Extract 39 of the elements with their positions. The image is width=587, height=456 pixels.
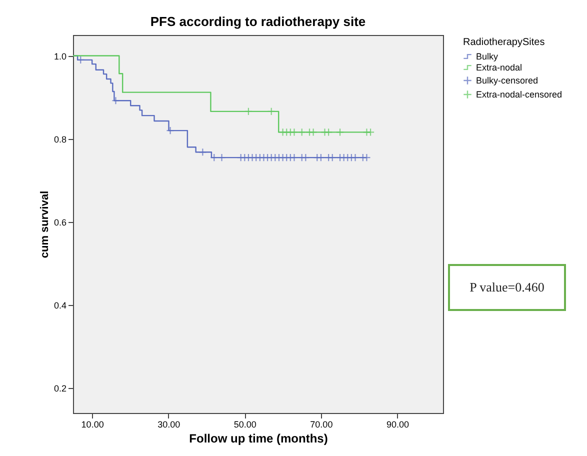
y-tick-label: 1.0 (54, 51, 66, 62)
point (218, 153, 226, 162)
y-axis-title: cum survival (38, 190, 51, 258)
point (210, 153, 218, 162)
x-tick-label: 50.00 (234, 420, 256, 430)
point (198, 148, 207, 156)
point (298, 128, 306, 136)
y-tick-label: 0.8 (54, 134, 66, 144)
x-axis-title: Follow up time (months) (189, 432, 328, 446)
legend-title: RadiotherapySites (463, 37, 545, 48)
point (166, 126, 174, 135)
x-tick-label: 70.00 (310, 420, 333, 430)
legend-label: Bulky-censored (476, 76, 538, 86)
point (328, 153, 336, 162)
point (267, 107, 276, 116)
x-tick-label: 90.00 (386, 420, 409, 430)
point (244, 107, 253, 116)
point (290, 153, 298, 162)
y-tick-label: 0.2 (54, 384, 66, 394)
point (76, 56, 85, 64)
point (309, 128, 318, 136)
point (324, 128, 333, 136)
point (336, 128, 344, 136)
point (290, 128, 298, 136)
legend-label: Extra-nodal (476, 62, 522, 72)
legend-label: Bulky (476, 52, 499, 62)
point (316, 153, 326, 162)
chart-title: PFS according to radiotherapy site (150, 14, 366, 29)
text: P value=0.460 (470, 280, 544, 294)
x-tick-label: 30.00 (158, 420, 180, 430)
x-tick-label: 10.00 (81, 420, 104, 430)
point (351, 153, 360, 162)
point (362, 153, 371, 162)
point (366, 128, 375, 136)
legend-label: Extra-nodal-censored (476, 90, 562, 100)
point (112, 96, 120, 105)
y-tick-label: 0.4 (54, 300, 66, 310)
point (302, 153, 310, 162)
y-tick-label: 0.6 (54, 217, 66, 228)
